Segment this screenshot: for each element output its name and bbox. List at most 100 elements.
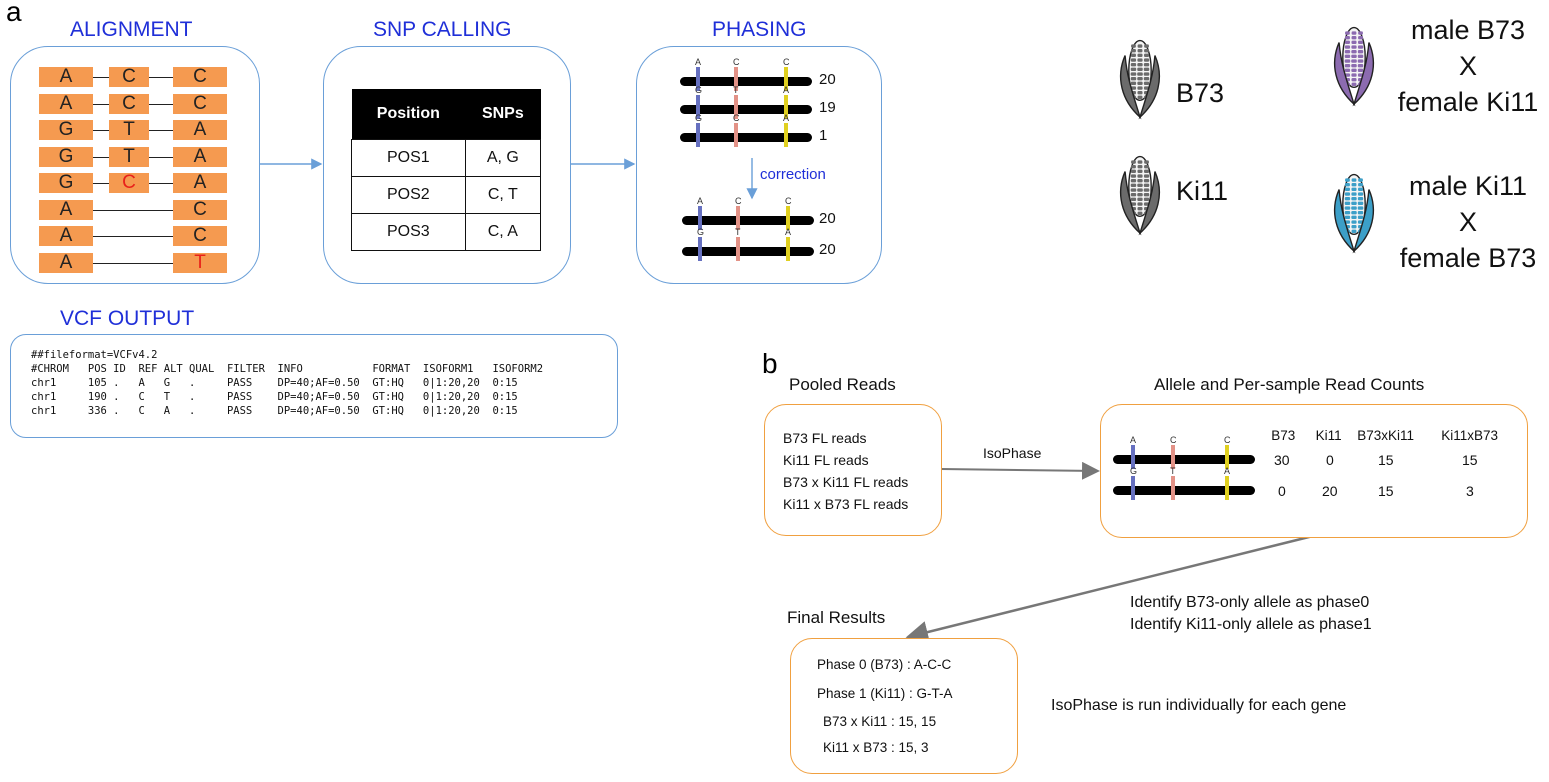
panel-a-letter: a bbox=[6, 0, 22, 27]
pooled-title: Pooled Reads bbox=[789, 375, 896, 394]
counts-allele-label: C bbox=[1170, 435, 1177, 445]
phasing-bottom-snp-marker bbox=[786, 237, 790, 261]
counts-title: Allele and Per-sample Read Counts bbox=[1154, 375, 1425, 394]
cross-female: female Ki11 bbox=[1397, 87, 1539, 117]
counts-allele-label: A bbox=[1130, 435, 1137, 445]
cross-male: male Ki11 bbox=[1408, 171, 1528, 201]
alignment-base-cell: C bbox=[173, 199, 227, 220]
final-line: Ki11 x B73 : 15, 3 bbox=[823, 740, 929, 755]
counts-value-cell: 0 bbox=[1326, 452, 1334, 468]
arrow-to-final bbox=[905, 534, 1314, 644]
phasing-top-snp-marker bbox=[784, 67, 788, 91]
alignment-base-cell: A bbox=[39, 67, 93, 87]
phasing-top-snp-marker bbox=[696, 123, 700, 147]
vcf-line: chr1 336 . C A . PASS DP=40;AF=0.50 GT:H… bbox=[31, 405, 518, 417]
alignment-base-cell: C bbox=[109, 93, 149, 114]
alignment-base-cell: A bbox=[39, 226, 93, 246]
phasing-top-allele-label: A bbox=[783, 85, 790, 95]
snp-table: Position SNPs POS1 A, G POS2 C, T POS3 C, A bbox=[351, 89, 542, 251]
phasing-top-allele-label: C bbox=[783, 57, 790, 67]
phasing-bottom-allele-label: G bbox=[697, 227, 705, 237]
sample-label-ki11xb73: male Ki11 X female B73 bbox=[1386, 168, 1549, 276]
corn-b73-icon bbox=[1112, 32, 1168, 127]
alignment-base-cell: A bbox=[173, 120, 227, 140]
counts-value-cell: 15 bbox=[1378, 483, 1394, 499]
cross-female: female B73 bbox=[1399, 243, 1537, 273]
vcf-line: ##fileformat=VCFv4.2 bbox=[31, 349, 158, 361]
alignment-connector bbox=[93, 262, 173, 264]
identify-line: Identify Ki11-only allele as phase1 bbox=[1130, 616, 1372, 633]
alignment-base-cell: C bbox=[109, 173, 149, 193]
sample-label-b73: B73 bbox=[1176, 78, 1225, 108]
counts-column-header: B73xKi11 bbox=[1357, 428, 1414, 443]
pooled-line: B73 FL reads bbox=[783, 430, 867, 446]
vcf-line: #CHROM POS ID REF ALT QUAL FILTER INFO F… bbox=[31, 363, 544, 375]
phasing-bottom-chromosome bbox=[682, 216, 814, 225]
phasing-top-read-count: 1 bbox=[819, 127, 828, 144]
vcf-box: ##fileformat=VCFv4.2 #CHROM POS ID REF A… bbox=[10, 334, 618, 438]
counts-column-header: Ki11 bbox=[1315, 428, 1342, 443]
arrow-isophase bbox=[940, 461, 1100, 480]
counts-allele-label: A bbox=[1224, 466, 1231, 476]
phasing-top-allele-label: A bbox=[783, 113, 790, 123]
final-line: Phase 0 (B73) : A-C-C bbox=[817, 657, 952, 672]
phasing-top-chromosome bbox=[680, 77, 812, 86]
counts-value-cell: 3 bbox=[1466, 483, 1474, 499]
counts-snp-marker bbox=[1171, 476, 1175, 500]
alignment-base-cell: T bbox=[109, 146, 149, 167]
vcf-title: VCF OUTPUT bbox=[60, 307, 195, 330]
phasing-top-snp-marker bbox=[734, 67, 738, 91]
phasing-bottom-read-count: 20 bbox=[819, 210, 836, 227]
phasing-bottom-snp-marker bbox=[736, 237, 740, 261]
phasing-top-snp-marker bbox=[734, 95, 738, 119]
pooled-line: Ki11 x B73 FL reads bbox=[783, 496, 909, 512]
counts-snp-marker bbox=[1225, 476, 1229, 500]
phasing-bottom-allele-label: A bbox=[697, 196, 704, 206]
alignment-base-cell: G bbox=[39, 146, 93, 167]
alignment-base-cell: A bbox=[173, 146, 227, 167]
phasing-top-allele-label: A bbox=[695, 57, 702, 67]
alignment-connector bbox=[93, 236, 173, 238]
alignment-base-cell: A bbox=[173, 173, 227, 193]
phasing-bottom-snp-marker bbox=[736, 206, 740, 230]
counts-value-cell: 15 bbox=[1462, 452, 1478, 468]
correction-label: correction bbox=[760, 166, 826, 183]
phasing-top-read-count: 20 bbox=[819, 71, 836, 88]
snp-value-cell: C, A bbox=[464, 213, 542, 251]
counts-value-cell: 20 bbox=[1322, 483, 1338, 499]
counts-value-cell: 15 bbox=[1378, 452, 1394, 468]
cross-male: male B73 bbox=[1410, 15, 1526, 45]
phasing-bottom-snp-marker bbox=[698, 237, 702, 261]
cross-x: X bbox=[1458, 207, 1477, 237]
phasing-top-snp-marker bbox=[784, 123, 788, 147]
counts-chromosome bbox=[1113, 486, 1255, 495]
alignment-base-cell: T bbox=[173, 252, 227, 273]
counts-column-header: B73 bbox=[1271, 428, 1296, 443]
phasing-bottom-read-count: 20 bbox=[819, 241, 836, 258]
phasing-top-allele-label: T bbox=[733, 85, 739, 95]
pooled-line: B73 x Ki11 FL reads bbox=[783, 474, 909, 490]
cross-x: X bbox=[1458, 51, 1477, 81]
phasing-top-chromosome bbox=[680, 133, 812, 142]
phasing-bottom-allele-label: T bbox=[735, 227, 741, 237]
alignment-connector bbox=[93, 209, 173, 211]
alignment-base-cell: G bbox=[39, 173, 93, 193]
final-box: Phase 0 (B73) : A-C-C Phase 1 (Ki11) : G… bbox=[790, 638, 1018, 774]
counts-allele-label: T bbox=[1170, 466, 1176, 476]
counts-snp-marker bbox=[1131, 445, 1135, 469]
counts-column-header: Ki11xB73 bbox=[1441, 428, 1498, 443]
phasing-bottom-allele-label: C bbox=[785, 196, 792, 206]
counts-chromosome bbox=[1113, 455, 1255, 464]
counts-allele-label: G bbox=[1130, 466, 1138, 476]
snp-header-position: Position bbox=[351, 89, 466, 140]
snp-calling-title: SNP CALLING bbox=[373, 18, 512, 41]
table-row: POS1 A, G bbox=[351, 139, 542, 177]
counts-allele-label: C bbox=[1224, 435, 1231, 445]
sample-label-b73xki11: male B73 X female Ki11 bbox=[1386, 12, 1549, 120]
phasing-top-chromosome bbox=[680, 105, 812, 114]
snp-value-cell: C, T bbox=[464, 176, 542, 214]
counts-box bbox=[1100, 404, 1528, 538]
alignment-base-cell: C bbox=[173, 67, 227, 87]
phasing-top-snp-marker bbox=[696, 67, 700, 91]
